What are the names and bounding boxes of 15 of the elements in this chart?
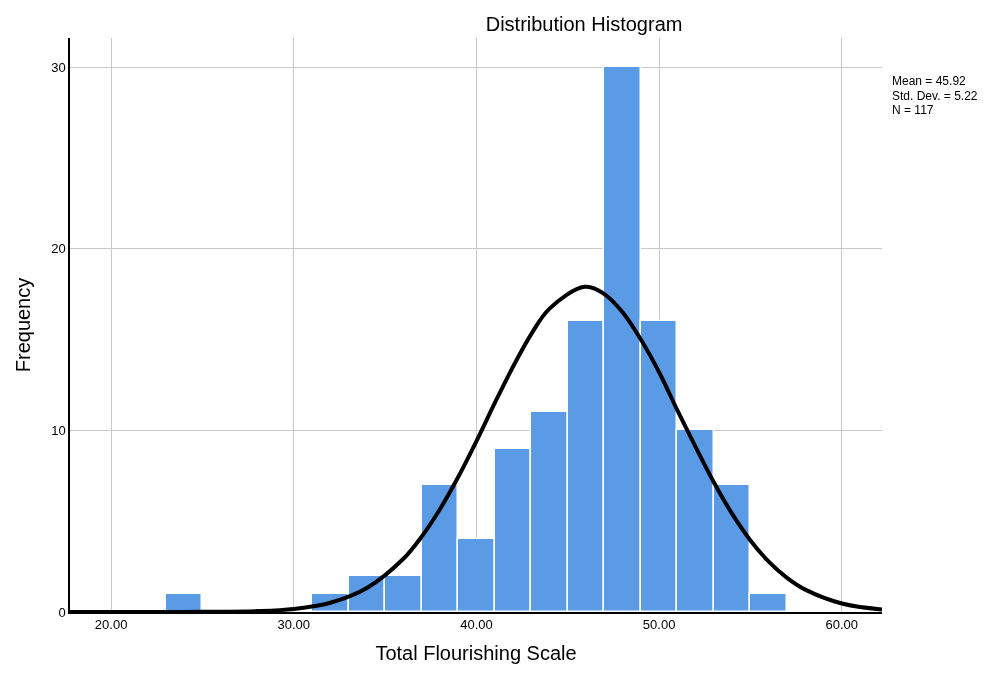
x-tick-label: 60.00 — [825, 617, 859, 633]
x-tick-label: 50.00 — [642, 617, 676, 633]
y-axis-title: Frequency — [12, 277, 35, 373]
x-tick-label: 30.00 — [277, 617, 311, 633]
chart-title: Distribution Histogram — [485, 13, 683, 36]
text: Mean = 45.92 — [892, 74, 967, 88]
x-tick-label: 40.00 — [460, 617, 493, 633]
x-tick-label: 20.00 — [94, 617, 128, 633]
y-tick-label: 10 — [51, 422, 66, 438]
x-axis-title: Total Flourishing Scale — [375, 642, 577, 665]
y-tick-label: 20 — [51, 241, 66, 257]
y-tick-label: 0 — [58, 604, 66, 620]
y-tick-label: 30 — [51, 59, 66, 75]
text: Std. Dev. = 5.22 — [892, 89, 978, 103]
text: N = 117 — [892, 103, 934, 117]
